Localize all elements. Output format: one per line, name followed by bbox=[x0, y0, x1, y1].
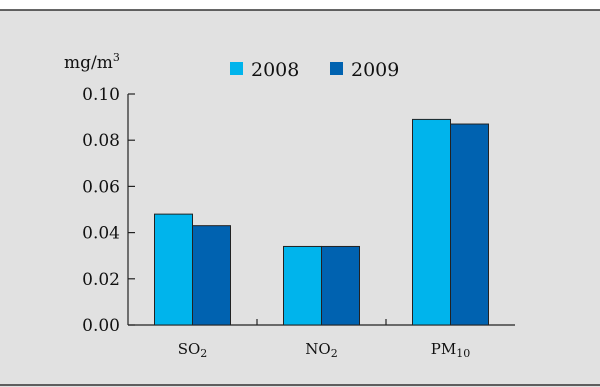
bar-2009-pm10 bbox=[450, 123, 489, 326]
unit-label-superscript: 3 bbox=[113, 51, 120, 64]
y-tick-label: 0.08 bbox=[82, 131, 120, 151]
unit-label-base: mg/m bbox=[64, 53, 113, 73]
x-tick-label-so2: SO2 bbox=[178, 340, 208, 360]
legend-swatch-2009 bbox=[330, 62, 343, 75]
x-tick-label-no2: NO2 bbox=[305, 340, 337, 360]
y-tick-label: 0.04 bbox=[82, 224, 120, 244]
y-tick-label: 0.00 bbox=[82, 316, 120, 336]
legend: 2008 2009 bbox=[230, 59, 399, 81]
legend-label-2009: 2009 bbox=[351, 59, 399, 81]
plot-area: 0.00 0.02 0.04 0.06 0.08 0.10 bbox=[82, 85, 515, 336]
x-tick-label-subscript: 2 bbox=[200, 347, 207, 360]
bar-2008-so2 bbox=[154, 213, 193, 326]
x-tick-label-base: PM bbox=[431, 340, 456, 358]
bar-2009-no2 bbox=[321, 245, 360, 326]
bar-2008-no2 bbox=[283, 245, 322, 326]
bar-2009-so2 bbox=[192, 225, 231, 326]
legend-label-2008: 2008 bbox=[251, 59, 299, 81]
legend-swatch-2008 bbox=[230, 62, 243, 75]
x-tick-label-subscript: 10 bbox=[456, 347, 470, 360]
x-tick-label-base: SO bbox=[178, 340, 201, 358]
y-tick-label: 0.10 bbox=[82, 85, 120, 105]
y-tick-label: 0.02 bbox=[82, 270, 120, 290]
x-tick-label-base: NO bbox=[305, 340, 330, 358]
y-tick-label: 0.06 bbox=[82, 177, 120, 197]
x-tick-label-pm10: PM10 bbox=[431, 340, 470, 360]
bar-2008-pm10 bbox=[412, 118, 451, 326]
unit-label: mg/m3 bbox=[64, 51, 120, 73]
x-tick-label-subscript: 2 bbox=[331, 347, 338, 360]
